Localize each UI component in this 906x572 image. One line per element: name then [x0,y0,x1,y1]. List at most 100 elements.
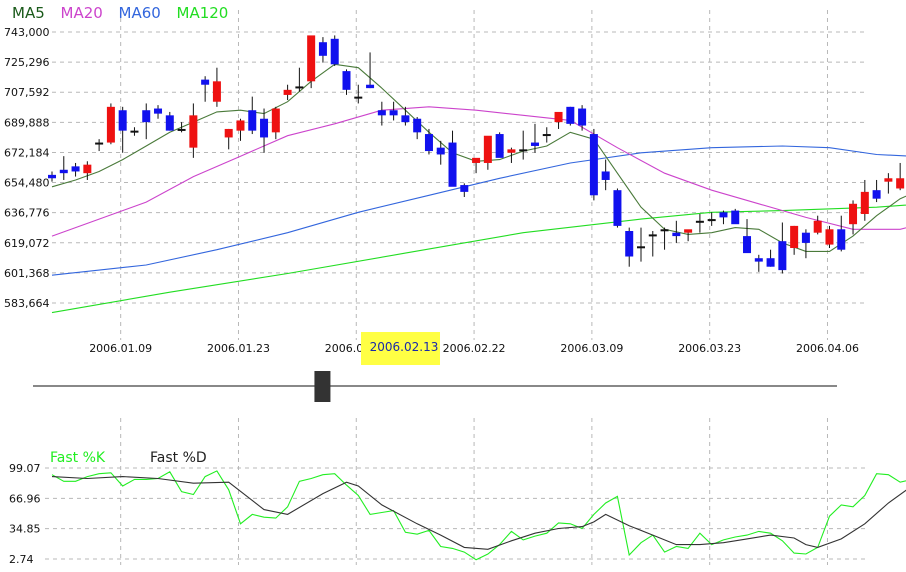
candle-body [165,115,174,131]
candle-body [248,110,257,131]
candle-body [189,115,198,148]
date-tooltip-box [361,332,440,365]
legend-top-item: MA20 [61,4,103,22]
candle-body [684,229,693,233]
candle-body [436,147,445,155]
candle-body [472,157,481,163]
date-tick-label: 2006.04.06 [796,342,859,355]
date-tick-label: 2006.02.22 [443,342,506,355]
legends: MA5 MA20 MA60 MA120 Fast %K Fast %D [12,4,228,466]
candle-body [743,236,752,254]
candle-body [837,229,846,250]
candle-body [884,178,893,182]
price-tick-label: 707,592 [4,86,50,99]
osc-tick-label: 34.85 [9,523,41,536]
candle-body [695,220,704,223]
candle-body [424,134,433,152]
candle-body [766,258,775,267]
candle-body [801,232,810,243]
candle-body [377,110,386,116]
legend-top-item: MA60 [119,4,161,22]
ma5-line [51,63,906,252]
candle-body [896,178,905,189]
candle-body [71,166,80,172]
candle-body [401,115,410,123]
candle-body [554,111,563,123]
candle-body [142,110,151,123]
ma120-line [51,204,906,314]
candle-body [825,229,834,245]
candle-body [613,190,622,226]
date-tick-label: 2006.01.09 [89,342,152,355]
candle-body [672,232,681,237]
date-tooltip-text: 2006.02.13 [370,340,439,354]
candle-body [59,169,68,174]
legend-bottom-item: Fast %D [150,450,207,466]
candle-body [872,190,881,199]
candle-body [130,130,139,133]
candle-body [530,142,539,146]
osc-tick-label: 99.07 [9,462,41,475]
candle-body [118,110,127,131]
candle-body [707,219,716,222]
candle-body [154,108,163,114]
candle-body [448,142,457,187]
candle-body [637,246,645,249]
candle-body [212,81,221,102]
candle-body [849,203,858,225]
candle-body [330,38,339,65]
candle-body [860,191,869,214]
price-tick-label: 672,184 [4,146,50,159]
candle-body [224,128,233,138]
grid-lines [45,10,866,565]
candle-body [589,134,598,196]
stochastic-lines [51,470,906,561]
candle-body [648,234,657,237]
candle-body [283,89,292,95]
candle-body [601,171,610,180]
candle-body [260,118,269,138]
candle-body [83,164,92,174]
price-tick-label: 583,664 [4,297,50,310]
price-tick-label: 654,480 [4,177,50,190]
candle-body [813,220,822,233]
ma60-line [51,145,906,276]
ma20-line [51,106,906,237]
candle-body [754,258,763,262]
candle-body [413,118,422,133]
candle-body [507,149,516,153]
candle-body [566,106,575,124]
candle-body [389,110,398,116]
candle-body [106,106,115,143]
osc-tick-label: 66.96 [9,492,41,505]
candle-body [483,135,492,163]
candle-body [95,142,104,145]
candle-body [719,212,728,218]
candle-body [342,71,351,90]
candle-body [201,79,210,85]
moving-average-lines [51,63,906,314]
date-tooltip: 2006.02.13 [361,332,440,365]
candle-body [177,128,186,131]
fast-k-line [51,470,906,561]
candle-body [307,35,316,82]
candle-body [318,42,327,56]
legend-top-item: MA120 [177,4,229,22]
osc-tick-label: 2.74 [9,553,34,566]
time-slider[interactable] [33,371,837,402]
candle-body [236,120,245,131]
slider-handle[interactable] [314,371,331,402]
price-tick-label: 636,776 [4,207,50,220]
date-tick-label: 2006.03.09 [560,342,623,355]
candle-body [625,230,634,257]
candle-body [731,210,740,225]
price-tick-label: 601,368 [4,267,50,280]
legend-top-item: MA5 [12,4,45,22]
candlesticks [48,35,905,274]
fast-d-line [51,476,906,550]
candle-body [578,108,587,126]
price-tick-label: 725,296 [4,56,50,69]
price-tick-label: 619,072 [4,237,50,250]
candle-body [48,174,56,179]
